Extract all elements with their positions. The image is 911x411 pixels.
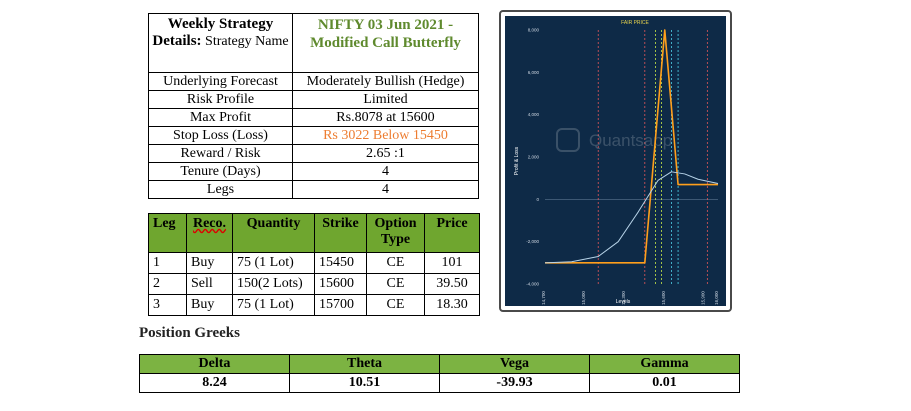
watermark-text: Quantsapp <box>589 131 672 150</box>
leg-number: 2 <box>148 273 187 295</box>
details-row: Underlying Forecast Moderately Bullish (… <box>148 72 479 91</box>
leg-number: 3 <box>148 294 187 316</box>
y-tick-label: 6,000 <box>528 70 540 75</box>
details-label: Legs <box>148 180 293 199</box>
leg-price: 18.30 <box>424 294 480 316</box>
payoff-chart-svg: Quantsapp 8,000 6,000 4,000 2,000 0 -2,000 -4,… <box>514 20 719 305</box>
details-value: 4 <box>292 162 479 181</box>
payoff-expiry-line <box>545 29 718 264</box>
details-row: Stop Loss (Loss) Rs 3022 Below 15450 <box>148 126 479 145</box>
y-tick-label: 2,000 <box>528 155 540 160</box>
fair-price-label: FAIR PRICE <box>621 20 649 26</box>
legs-header: Strike <box>314 213 367 253</box>
details-label: Underlying Forecast <box>148 72 293 91</box>
strategy-details-table: Weekly Strategy Details: Strategy Name N… <box>148 13 479 199</box>
leg-strike: 15600 <box>314 273 367 295</box>
x-tick-label: 15,900 <box>701 291 706 305</box>
leg-strike: 15700 <box>314 294 367 316</box>
x-tick-label: 16,000 <box>714 291 719 305</box>
greeks-value-row: 8.24 10.51 -39.93 0.01 <box>139 373 740 393</box>
payoff-chart: Quantsapp 8,000 6,000 4,000 2,000 0 -2,000 -4,… <box>505 16 726 306</box>
greek-value: 10.51 <box>289 373 440 393</box>
greek-header: Delta <box>139 354 290 374</box>
greek-value: 0.01 <box>589 373 740 393</box>
details-label: Max Profit <box>148 108 293 127</box>
details-row: Max Profit Rs.8078 at 15600 <box>148 108 479 127</box>
details-label: Reward / Risk <box>148 144 293 163</box>
details-value: Moderately Bullish (Hedge) <box>292 72 479 91</box>
legs-header-row: Leg Reco. Quantity Strike Option Type Pr… <box>148 213 480 253</box>
watermark: Quantsapp <box>556 128 672 152</box>
table-row: 3 Buy 75 (1 Lot) 15700 CE 18.30 <box>148 294 480 316</box>
details-row: Risk Profile Limited <box>148 90 479 109</box>
details-value: Limited <box>292 90 479 109</box>
y-axis-label: Profit & Loss <box>514 146 520 175</box>
y-tick-label: -2,000 <box>526 239 539 244</box>
greeks-table: Delta Theta Vega Gamma 8.24 10.51 -39.93… <box>139 354 740 393</box>
payoff-current-line <box>544 171 719 264</box>
leg-reco: Sell <box>186 273 233 295</box>
details-value: 4 <box>292 180 479 199</box>
x-tick-label: 14,700 <box>541 291 546 305</box>
legs-table: Leg Reco. Quantity Strike Option Type Pr… <box>148 213 480 316</box>
leg-option-type: CE <box>366 273 425 295</box>
x-axis-label: Levels <box>616 299 631 305</box>
payoff-chart-frame: Quantsapp 8,000 6,000 4,000 2,000 0 -2,000 -4,… <box>499 10 732 312</box>
details-row: Reward / Risk 2.65 :1 <box>148 144 479 163</box>
greek-header: Theta <box>289 354 440 374</box>
strategy-name: NIFTY 03 Jun 2021 - Modified Call Butter… <box>292 13 479 73</box>
y-tick-label: -4,000 <box>526 282 539 287</box>
details-header-label-bold: Weekly Strategy Details: <box>152 16 274 49</box>
details-value: Rs.8078 at 15600 <box>292 108 479 127</box>
y-tick-label: 4,000 <box>528 112 540 117</box>
y-tick-label: 8,000 <box>528 28 540 33</box>
x-tick-label: 15,600 <box>661 291 666 305</box>
x-tick-label: 15,300 <box>621 291 626 305</box>
stop-loss-value: Rs 3022 Below 15450 <box>292 126 479 145</box>
details-value: 2.65 :1 <box>292 144 479 163</box>
leg-reco: Buy <box>186 294 233 316</box>
details-header-row: Weekly Strategy Details: Strategy Name N… <box>148 13 479 73</box>
y-tick-label: 0 <box>536 197 539 202</box>
greek-header: Gamma <box>589 354 740 374</box>
details-label: Stop Loss (Loss) <box>148 126 293 145</box>
leg-price: 101 <box>424 252 480 274</box>
leg-quantity: 75 (1 Lot) <box>232 252 315 274</box>
details-header-label-rest: Strategy Name <box>201 34 289 49</box>
greek-header: Vega <box>439 354 590 374</box>
leg-strike: 15450 <box>314 252 367 274</box>
details-row: Tenure (Days) 4 <box>148 162 479 181</box>
details-row: Legs 4 <box>148 180 479 199</box>
greek-value: 8.24 <box>139 373 290 393</box>
legs-header: Option Type <box>366 213 425 253</box>
greek-value: -39.93 <box>439 373 590 393</box>
table-row: 2 Sell 150(2 Lots) 15600 CE 39.50 <box>148 273 480 295</box>
details-header-label: Weekly Strategy Details: Strategy Name <box>148 13 293 73</box>
legs-header: Leg <box>148 213 187 253</box>
details-label: Risk Profile <box>148 90 293 109</box>
leg-option-type: CE <box>366 294 425 316</box>
leg-quantity: 150(2 Lots) <box>232 273 315 295</box>
greeks-header-row: Delta Theta Vega Gamma <box>139 354 740 374</box>
leg-option-type: CE <box>366 252 425 274</box>
legs-header: Quantity <box>232 213 315 253</box>
legs-header: Reco. <box>186 213 233 253</box>
watermark-logo-icon <box>556 128 580 152</box>
leg-reco: Buy <box>186 252 233 274</box>
legs-header: Price <box>424 213 480 253</box>
position-greeks-title: Position Greeks <box>139 325 240 341</box>
leg-number: 1 <box>148 252 187 274</box>
table-row: 1 Buy 75 (1 Lot) 15450 CE 101 <box>148 252 480 274</box>
leg-quantity: 75 (1 Lot) <box>232 294 315 316</box>
leg-price: 39.50 <box>424 273 480 295</box>
legs-header-reco: Reco. <box>192 216 227 231</box>
details-label: Tenure (Days) <box>148 162 293 181</box>
x-tick-label: 15,000 <box>581 291 586 305</box>
